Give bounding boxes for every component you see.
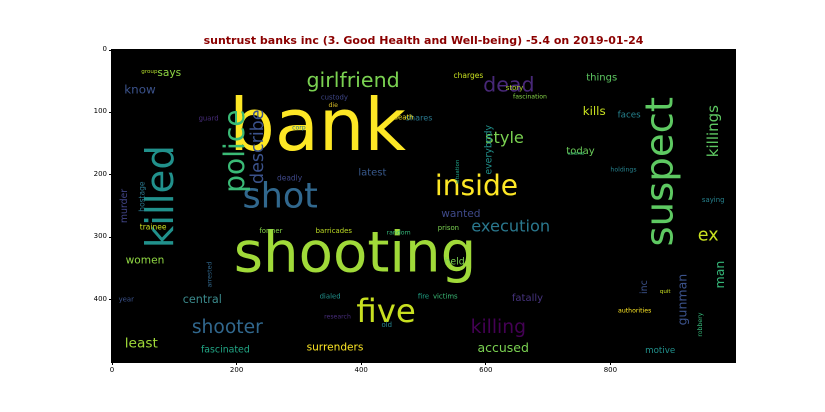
word-former: former [259, 227, 282, 235]
word-random: random [387, 229, 411, 236]
word-research: research [324, 314, 351, 321]
word-know: know [124, 82, 156, 96]
word-hostage: hostage [137, 181, 146, 212]
word-quit: quit [660, 289, 672, 295]
word-man: man [712, 261, 727, 289]
word-group: group [141, 69, 158, 75]
word-least: least [125, 335, 159, 351]
y-tick-mark [109, 111, 112, 113]
word-shooting: shooting [234, 220, 477, 285]
word-deadly: deadly [277, 173, 303, 182]
word-shooter: shooter [192, 317, 263, 338]
word-killing: killing [471, 317, 526, 338]
x-tick-mark [609, 362, 611, 365]
word-faces: faces [618, 111, 642, 121]
y-tick-mark [109, 299, 112, 301]
word-fire: fire [418, 293, 429, 301]
word-charges: charges [454, 71, 484, 80]
x-tick-mark [111, 362, 113, 365]
word-describe: describe [248, 109, 268, 184]
word-wanted: wanted [441, 208, 480, 220]
word-style: style [485, 128, 524, 147]
word-police: police [218, 109, 251, 192]
y-tick-label: 400 [93, 294, 107, 303]
x-tick-label: 600 [479, 366, 493, 374]
x-tick-mark [360, 362, 362, 365]
word-robbery: robbery [697, 312, 704, 336]
word-guard: guard [199, 115, 219, 123]
word-says: says [157, 67, 181, 79]
word-motive: motive [645, 346, 675, 356]
word-holdings: holdings [610, 166, 636, 173]
word-cloud: bank shooting suspect killed five shot inside p… [119, 67, 727, 356]
word-shot: shot [243, 177, 318, 217]
x-tick-mark [485, 362, 487, 365]
word-victims: victims [433, 293, 458, 301]
y-tick-mark [109, 174, 112, 176]
word-death: death [394, 113, 414, 121]
word-central: central [183, 293, 222, 306]
word-kills: kills [583, 104, 606, 118]
word-killed: killed [138, 145, 183, 248]
word-gunman: gunman [675, 274, 690, 326]
word-story: story [506, 84, 523, 92]
word-fascination: fascination [513, 93, 547, 100]
word-trainee: trainee [140, 223, 167, 232]
word-dialed: dialed [320, 293, 341, 301]
word-women: women [126, 254, 165, 266]
word-execution: execution [471, 217, 550, 236]
word-accused: accused [477, 340, 528, 355]
word-scene: scene [568, 151, 585, 157]
word-things: things [586, 73, 617, 84]
x-tick-label: 0 [109, 366, 115, 374]
word-girlfriend: girlfriend [306, 68, 399, 92]
word-die: die [328, 102, 338, 109]
word-latest: latest [358, 167, 386, 178]
word-corp: corp [292, 125, 306, 132]
y-tick-label: 200 [93, 169, 107, 178]
y-tick-mark [109, 49, 112, 51]
x-tick-label: 400 [354, 366, 368, 374]
y-tick-label: 0 [102, 45, 107, 53]
word-arrested: arrested [206, 262, 213, 288]
word-barricades: barricades [316, 227, 353, 235]
y-tick-mark [109, 236, 112, 238]
word-killings: killings [704, 105, 722, 157]
word-fatally: fatally [512, 293, 543, 304]
word-old: old [381, 321, 392, 329]
word-bank: bank [229, 83, 406, 167]
chart-title: suntrust banks inc (3. Good Health and W… [203, 34, 644, 47]
word-everybody: everybody [483, 125, 494, 175]
word-surrenders: surrenders [307, 342, 364, 354]
word-prison: prison [438, 224, 459, 232]
word-today: today [566, 146, 595, 157]
word-year: year [119, 296, 135, 304]
word-ex: ex [698, 225, 719, 245]
word-fascinated: fascinated [201, 345, 250, 356]
word-held: held [444, 257, 464, 268]
word-murder: murder [119, 189, 130, 223]
word-inside: inside [435, 169, 518, 202]
word-five: five [356, 292, 416, 330]
word-custody: custody [321, 93, 348, 101]
plot-area: bank shooting suspect killed five shot inside p… [111, 49, 736, 363]
word-shares: shares [406, 112, 433, 122]
y-tick-label: 300 [93, 232, 107, 241]
x-tick-label: 200 [229, 366, 244, 374]
word-saying: saying [702, 196, 725, 204]
x-tick-label: 800 [603, 366, 618, 374]
x-tick-mark [236, 362, 238, 365]
word-authorities: authorities [618, 307, 651, 314]
word-inc: inc [639, 280, 650, 294]
y-tick-label: 100 [93, 107, 107, 116]
word-situation: situation [455, 159, 461, 184]
word-dead: dead [483, 72, 534, 96]
word-suspect: suspect [638, 97, 683, 247]
